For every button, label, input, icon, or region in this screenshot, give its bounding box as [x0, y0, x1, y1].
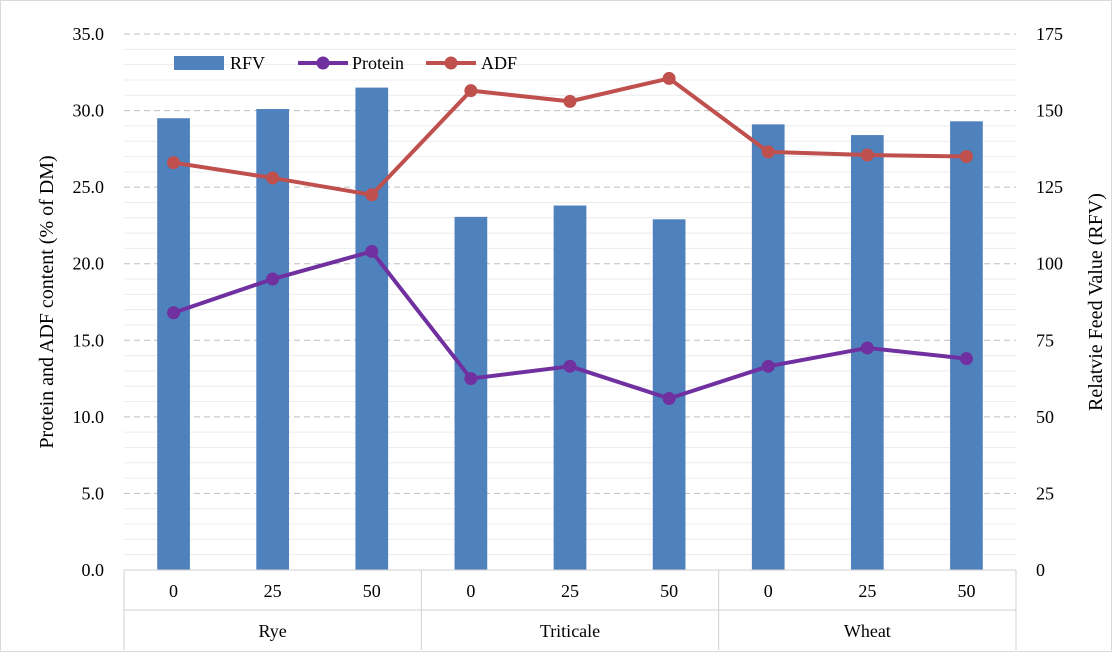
- adf-point: [761, 145, 775, 159]
- protein-point: [662, 391, 676, 405]
- rfv-bar: [355, 87, 389, 570]
- x-axis-ticks: 0 25 50 0 25 50 0 25 50 Rye Triticale Wheat: [169, 581, 975, 641]
- y2-tick-label: 175: [1036, 24, 1063, 44]
- x-tick-label: 0: [466, 581, 475, 601]
- y-tick-label: 35.0: [73, 24, 105, 44]
- y2-tick-label: 50: [1036, 407, 1054, 427]
- protein-point: [563, 359, 577, 373]
- y-tick-label: 15.0: [73, 330, 105, 350]
- legend-rfv-swatch: [174, 56, 224, 70]
- legend-adf-label: ADF: [481, 53, 517, 73]
- x-tick-label: 50: [363, 581, 381, 601]
- protein-point: [959, 352, 973, 366]
- y2-tick-label: 100: [1036, 254, 1063, 274]
- rfv-bar: [950, 121, 983, 570]
- x-group-label: Wheat: [844, 621, 891, 641]
- adf-point: [959, 150, 973, 164]
- protein-point: [464, 372, 478, 386]
- y-tick-label: 30.0: [73, 101, 105, 121]
- adf-point: [266, 171, 280, 185]
- protein-point: [365, 244, 379, 258]
- rfv-bars: [157, 87, 983, 571]
- legend-adf-marker: [444, 56, 458, 70]
- protein-point: [266, 272, 280, 286]
- x-tick-label: 0: [169, 581, 178, 601]
- series-lines: [167, 71, 973, 405]
- y2-tick-label: 25: [1036, 483, 1054, 503]
- rfv-bar: [256, 109, 290, 570]
- x-tick-label: 25: [264, 581, 282, 601]
- adf-point: [464, 84, 478, 98]
- legend-rfv-label: RFV: [230, 53, 265, 73]
- x-tick-label: 50: [660, 581, 678, 601]
- y2-tick-label: 125: [1036, 177, 1063, 197]
- y2-tick-label: 150: [1036, 101, 1063, 121]
- left-axis-ticks: 0.0 5.0 10.0 15.0 20.0 25.0 30.0 35.0: [73, 24, 105, 580]
- right-axis-ticks: 0 25 50 75 100 125 150 175: [1036, 24, 1063, 580]
- adf-point: [563, 94, 577, 108]
- x-group-label: Rye: [259, 621, 287, 641]
- x-tick-label: 25: [561, 581, 579, 601]
- x-tick-label: 50: [957, 581, 975, 601]
- axes: [123, 569, 1017, 650]
- y-axis-title: Protein and ADF content (% of DM): [36, 155, 58, 448]
- protein-point: [860, 341, 874, 355]
- x-tick-label: 25: [858, 581, 876, 601]
- adf-point: [860, 148, 874, 162]
- rfv-bar: [751, 124, 785, 571]
- rfv-bar: [454, 216, 488, 570]
- y-tick-label: 5.0: [82, 483, 105, 503]
- y2-tick-label: 75: [1036, 330, 1054, 350]
- adf-point: [167, 156, 181, 170]
- y-tick-label: 10.0: [73, 407, 105, 427]
- y2-axis-title: Relatvie Feed Value (RFV): [1085, 193, 1107, 411]
- legend-protein-label: Protein: [352, 53, 404, 73]
- x-group-label: Triticale: [540, 621, 600, 641]
- y2-tick-label: 0: [1036, 560, 1045, 580]
- y-tick-label: 20.0: [73, 254, 105, 274]
- y-tick-label: 25.0: [73, 177, 105, 197]
- protein-point: [167, 306, 181, 320]
- x-tick-label: 0: [764, 581, 773, 601]
- rfv-bar: [157, 118, 190, 570]
- rfv-bar: [553, 205, 587, 570]
- legend-protein-marker: [316, 56, 330, 70]
- adf-point: [662, 71, 676, 85]
- adf-point: [365, 188, 379, 202]
- legend: RFV Protein ADF: [174, 53, 517, 73]
- protein-point: [761, 359, 775, 373]
- y-tick-label: 0.0: [82, 560, 105, 580]
